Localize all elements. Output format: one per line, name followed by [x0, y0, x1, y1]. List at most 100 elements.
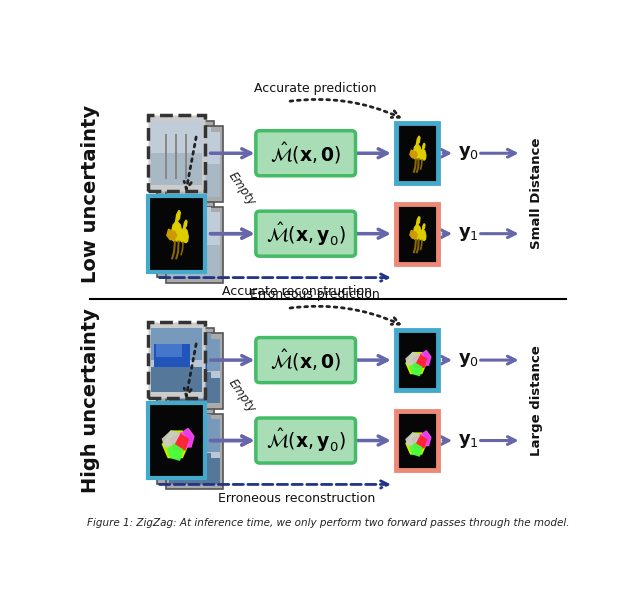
Bar: [169, 339, 220, 371]
Bar: [186, 134, 188, 179]
Bar: [165, 134, 167, 179]
Bar: [166, 207, 223, 282]
Bar: [160, 127, 211, 191]
Bar: [151, 121, 202, 153]
Polygon shape: [417, 431, 431, 445]
Polygon shape: [168, 444, 182, 460]
Bar: [396, 124, 438, 183]
Bar: [174, 355, 200, 368]
Bar: [172, 355, 207, 377]
Bar: [163, 349, 198, 372]
Polygon shape: [410, 444, 422, 456]
Text: Figure 1: ZigZag: At inference time, we only perform two forward passes through : Figure 1: ZigZag: At inference time, we …: [87, 518, 569, 528]
Bar: [151, 153, 202, 186]
Bar: [169, 419, 220, 451]
FancyBboxPatch shape: [256, 211, 356, 256]
Bar: [193, 226, 195, 270]
Bar: [174, 140, 176, 184]
Text: $\hat{\mathcal{M}}(\mathbf{x}, \mathbf{0})$: $\hat{\mathcal{M}}(\mathbf{x}, \mathbf{0…: [270, 347, 342, 373]
Text: Low uncertainty: Low uncertainty: [81, 104, 100, 282]
Bar: [160, 414, 211, 478]
Bar: [160, 333, 211, 398]
Polygon shape: [184, 220, 187, 229]
Polygon shape: [413, 355, 426, 367]
Text: Erroneous prediction: Erroneous prediction: [250, 288, 380, 301]
Polygon shape: [413, 224, 421, 240]
FancyBboxPatch shape: [256, 131, 356, 176]
Bar: [169, 377, 220, 404]
Text: Empty: Empty: [225, 170, 258, 208]
Bar: [195, 140, 196, 184]
Polygon shape: [422, 224, 425, 230]
Bar: [160, 239, 211, 272]
Bar: [169, 339, 220, 404]
Bar: [160, 414, 211, 446]
Polygon shape: [410, 363, 422, 376]
Polygon shape: [177, 429, 194, 447]
Bar: [151, 121, 202, 186]
Bar: [165, 349, 191, 362]
Bar: [160, 453, 211, 478]
Text: High uncertainty: High uncertainty: [81, 308, 100, 493]
Polygon shape: [420, 229, 426, 241]
Bar: [396, 330, 438, 390]
Bar: [154, 344, 189, 367]
Text: $\mathbf{y}_0$: $\mathbf{y}_0$: [458, 144, 479, 162]
Bar: [160, 127, 211, 159]
Polygon shape: [406, 353, 420, 365]
Bar: [157, 201, 214, 277]
Text: $\hat{\mathcal{M}}(\mathbf{x}, \mathbf{y}_0)$: $\hat{\mathcal{M}}(\mathbf{x}, \mathbf{y…: [266, 427, 346, 454]
Bar: [174, 220, 176, 265]
Polygon shape: [167, 229, 177, 239]
Bar: [172, 435, 207, 458]
Polygon shape: [410, 230, 417, 238]
Bar: [157, 121, 214, 196]
Bar: [156, 344, 182, 357]
Bar: [151, 328, 202, 360]
Bar: [160, 207, 211, 239]
Text: Empty: Empty: [225, 377, 258, 415]
Bar: [183, 145, 185, 190]
Bar: [396, 411, 438, 470]
Bar: [160, 159, 211, 191]
Bar: [148, 115, 205, 191]
Text: $\mathbf{y}_0$: $\mathbf{y}_0$: [458, 351, 479, 369]
Text: Erroneous reconstruction: Erroneous reconstruction: [218, 493, 376, 505]
Text: Accurate prediction: Accurate prediction: [253, 82, 376, 94]
Polygon shape: [175, 210, 180, 223]
Bar: [166, 333, 223, 409]
Bar: [204, 226, 205, 270]
Bar: [160, 372, 211, 398]
Bar: [175, 134, 177, 179]
Polygon shape: [163, 431, 188, 458]
Bar: [195, 220, 196, 265]
Bar: [148, 196, 205, 272]
Text: Large distance: Large distance: [530, 345, 543, 456]
Bar: [193, 145, 195, 190]
Polygon shape: [417, 350, 431, 365]
Bar: [160, 333, 211, 365]
Polygon shape: [172, 221, 182, 242]
Bar: [169, 213, 220, 277]
Polygon shape: [406, 433, 420, 445]
Text: $\mathbf{y}_1$: $\mathbf{y}_1$: [458, 224, 479, 243]
Polygon shape: [406, 353, 426, 374]
Bar: [169, 419, 220, 484]
Bar: [169, 458, 220, 484]
Bar: [163, 430, 198, 453]
Bar: [169, 213, 220, 245]
Polygon shape: [413, 435, 426, 448]
Bar: [169, 245, 220, 277]
Polygon shape: [416, 217, 420, 226]
Polygon shape: [171, 433, 188, 450]
Bar: [396, 204, 438, 263]
Bar: [148, 322, 205, 398]
Text: $\hat{\mathcal{M}}(\mathbf{x}, \mathbf{y}_0)$: $\hat{\mathcal{M}}(\mathbf{x}, \mathbf{y…: [266, 220, 346, 248]
Bar: [165, 430, 191, 443]
Polygon shape: [413, 144, 421, 159]
Text: Accurate reconstruction: Accurate reconstruction: [222, 285, 372, 298]
Bar: [160, 207, 211, 272]
Polygon shape: [406, 433, 426, 454]
Bar: [151, 367, 202, 392]
Bar: [184, 140, 186, 184]
